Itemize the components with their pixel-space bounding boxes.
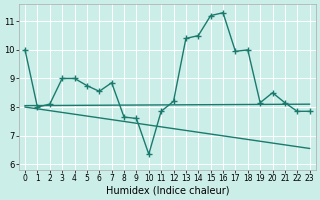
X-axis label: Humidex (Indice chaleur): Humidex (Indice chaleur) xyxy=(106,186,229,196)
